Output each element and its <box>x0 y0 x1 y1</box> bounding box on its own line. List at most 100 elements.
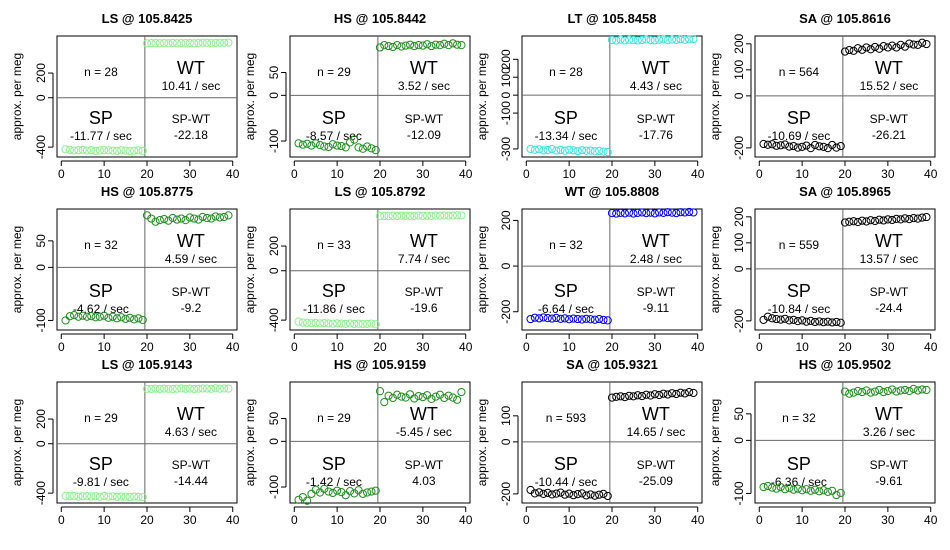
data-point <box>759 139 768 149</box>
data-point <box>388 211 397 220</box>
data-point <box>168 38 177 48</box>
chart-title: HS @ 105.8442 <box>334 11 426 26</box>
x-tick-label: 40 <box>459 513 473 527</box>
diff-label: SP-WT <box>870 112 909 126</box>
data-point <box>789 315 798 324</box>
y-tick-label: -100 <box>267 475 281 499</box>
data-point <box>61 145 70 154</box>
y-axis-label: approx. per meg <box>475 399 489 486</box>
data-point <box>108 312 117 321</box>
y-tick-label: 50 <box>267 66 281 80</box>
data-point <box>177 39 186 48</box>
data-point <box>780 314 790 323</box>
data-point <box>552 313 561 322</box>
y-axis-label: approx. per meg <box>243 399 257 486</box>
data-point <box>164 216 173 225</box>
data-point <box>577 489 587 498</box>
data-point <box>672 389 681 399</box>
sample-count-label: n = 32 <box>782 411 816 425</box>
data-point <box>423 40 432 49</box>
data-point <box>565 489 574 498</box>
data-point <box>65 145 74 155</box>
data-point <box>586 315 595 324</box>
x-tick-label: 10 <box>97 340 111 354</box>
x-tick-label: 40 <box>459 340 473 354</box>
data-point <box>142 39 152 48</box>
wt-label: WT <box>177 231 205 251</box>
x-tick-label: 10 <box>330 513 344 527</box>
data-point <box>397 392 406 401</box>
data-point <box>130 492 139 501</box>
data-point <box>431 40 440 49</box>
data-point <box>130 315 139 324</box>
x-tick-label: 30 <box>183 513 197 527</box>
data-point <box>194 384 203 393</box>
x-tick-label: 20 <box>373 340 387 354</box>
data-point <box>311 318 320 328</box>
data-point <box>401 41 410 50</box>
data-point <box>410 211 419 221</box>
data-point <box>375 387 385 396</box>
data-point <box>138 492 147 502</box>
wt-label: WT <box>410 58 438 78</box>
data-point <box>772 484 781 493</box>
y-tick-label: 100 <box>499 405 513 425</box>
data-point <box>828 486 837 495</box>
data-point <box>655 390 664 400</box>
data-point <box>849 217 858 226</box>
wt-label: WT <box>177 404 205 424</box>
data-point <box>599 315 608 325</box>
data-point <box>78 311 87 320</box>
data-point <box>802 317 811 326</box>
data-point <box>560 490 569 499</box>
diff-label: SP-WT <box>172 285 211 299</box>
data-point <box>444 211 453 220</box>
data-point <box>543 314 552 323</box>
data-point <box>793 143 802 152</box>
data-point <box>367 144 376 153</box>
data-point <box>836 488 845 498</box>
y-tick-label: 0 <box>267 438 281 445</box>
x-tick-label: 20 <box>140 167 154 181</box>
data-point <box>104 146 113 155</box>
data-point <box>91 313 100 322</box>
data-point <box>220 38 229 47</box>
data-point <box>211 38 220 48</box>
data-point <box>547 145 557 154</box>
data-point <box>685 35 694 44</box>
data-point <box>776 482 785 492</box>
x-tick-label: 20 <box>605 167 619 181</box>
plot-frame <box>56 208 238 331</box>
data-point <box>828 140 837 150</box>
x-tick-label: 10 <box>795 167 809 181</box>
data-point <box>74 312 83 321</box>
wt-label: WT <box>642 58 670 78</box>
data-point <box>853 217 862 227</box>
diff-value: -17.76 <box>639 128 673 142</box>
data-point <box>547 314 557 323</box>
data-point <box>423 211 432 220</box>
data-point <box>78 145 87 154</box>
data-point <box>530 313 539 322</box>
data-point <box>913 40 922 49</box>
data-point <box>307 489 316 498</box>
x-tick-label: 40 <box>691 167 705 181</box>
y-tick-label: -200 <box>499 299 513 323</box>
y-tick-label: 200 <box>499 210 513 230</box>
data-point <box>358 489 367 498</box>
data-point <box>603 148 612 157</box>
data-point <box>892 214 901 223</box>
data-point <box>663 36 672 45</box>
data-point <box>303 139 312 148</box>
data-point <box>112 314 122 323</box>
data-point <box>663 208 672 217</box>
data-point <box>363 488 372 497</box>
x-tick-label: 30 <box>416 167 430 181</box>
data-point <box>888 215 897 225</box>
data-point <box>543 145 552 155</box>
diff-label: SP-WT <box>405 112 444 126</box>
data-point <box>616 35 625 44</box>
data-point <box>866 216 875 225</box>
data-point <box>100 311 109 320</box>
wt-rate: 3.26 / sec <box>863 425 915 439</box>
